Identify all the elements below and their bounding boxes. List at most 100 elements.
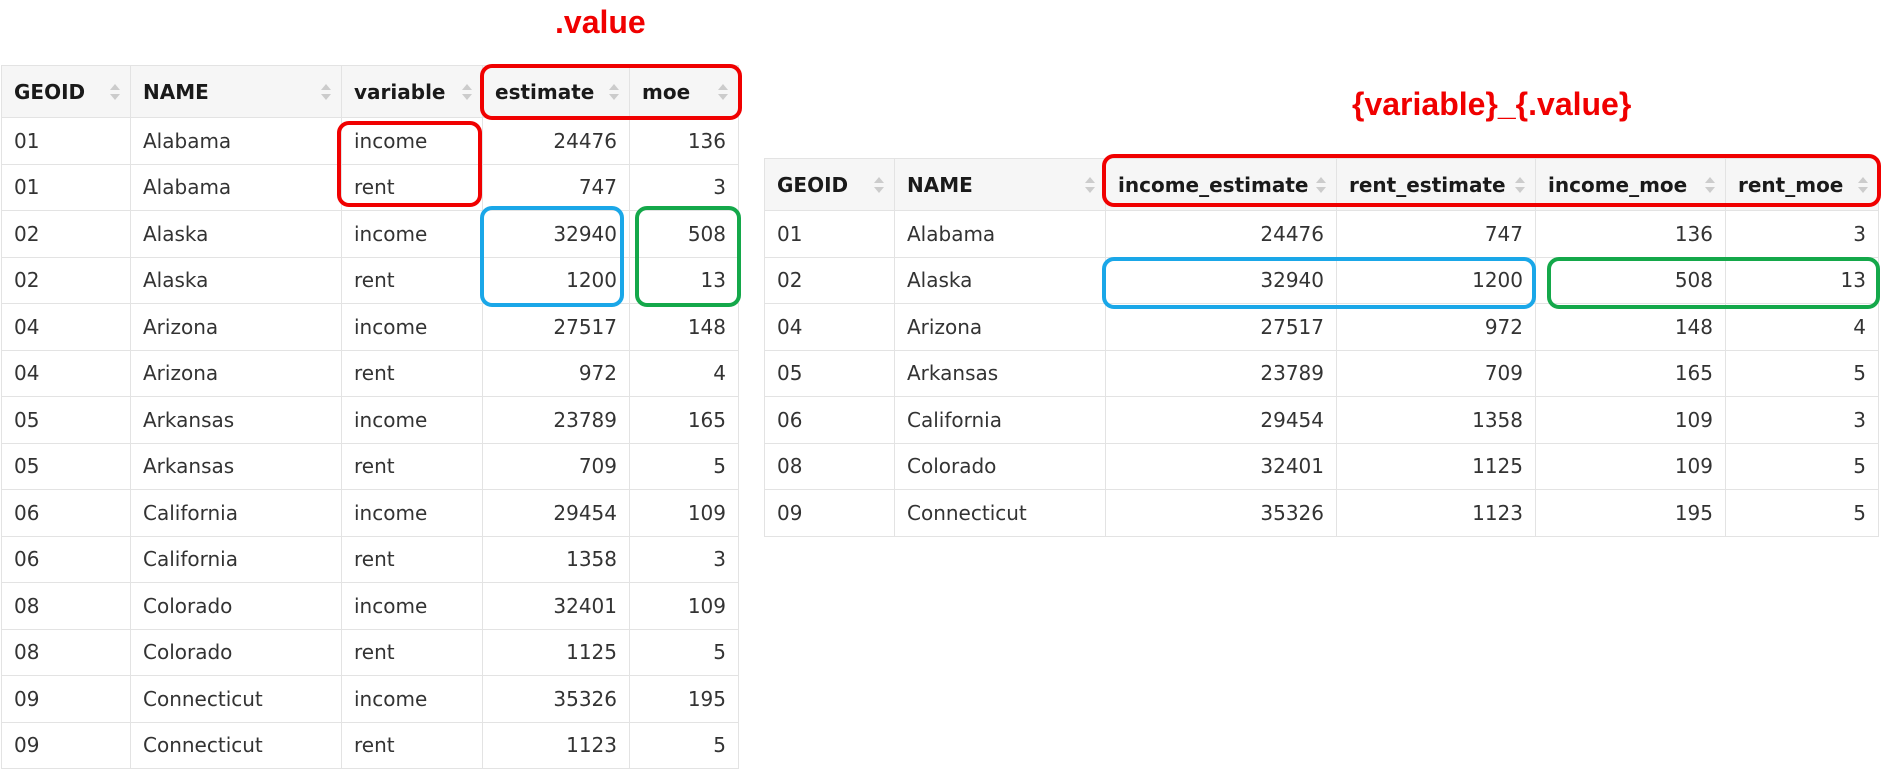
table-cell: California bbox=[130, 489, 342, 537]
table-cell: Connecticut bbox=[894, 489, 1106, 537]
table-row: 09 Connecticut income 35326 195 bbox=[1, 675, 739, 723]
table-row: 02 Alaska 32940 1200 508 13 bbox=[764, 256, 1879, 304]
table-cell: 02 bbox=[764, 256, 895, 304]
table-cell: 32401 bbox=[482, 582, 630, 630]
sort-icon[interactable] bbox=[1316, 176, 1326, 193]
table-cell: 5 bbox=[1725, 349, 1879, 397]
names-pattern-annotation-label: {variable}_{.value} bbox=[1352, 86, 1632, 122]
column-header-label: income_estimate bbox=[1118, 172, 1309, 197]
table-cell: 05 bbox=[1, 442, 131, 490]
sort-icon[interactable] bbox=[110, 83, 120, 100]
column-header-name[interactable]: NAME bbox=[894, 158, 1106, 211]
table-cell: Arizona bbox=[894, 303, 1106, 351]
table-cell: income bbox=[341, 396, 483, 444]
table-cell: Arkansas bbox=[130, 442, 342, 490]
table-cell: 02 bbox=[1, 210, 131, 258]
sort-icon[interactable] bbox=[1858, 176, 1868, 193]
table-cell: rent bbox=[341, 256, 483, 304]
table-cell: 05 bbox=[1, 396, 131, 444]
table-cell: 3 bbox=[1725, 396, 1879, 444]
table-cell: 109 bbox=[629, 582, 739, 630]
table-cell: 27517 bbox=[1105, 303, 1337, 351]
sort-icon[interactable] bbox=[1515, 176, 1525, 193]
column-header-label: GEOID bbox=[14, 79, 86, 104]
table-cell: rent bbox=[341, 628, 483, 676]
table-row: 09 Connecticut rent 1123 5 bbox=[1, 721, 739, 769]
table-cell: 5 bbox=[629, 442, 739, 490]
table-cell: 24476 bbox=[482, 117, 630, 165]
table-cell: 709 bbox=[482, 442, 630, 490]
table-cell: 5 bbox=[629, 721, 739, 769]
table-cell: 29454 bbox=[482, 489, 630, 537]
table-cell: Alaska bbox=[130, 210, 342, 258]
column-header-estimate[interactable]: estimate bbox=[482, 65, 630, 118]
table-cell: income bbox=[341, 489, 483, 537]
table-cell: 747 bbox=[482, 163, 630, 211]
column-header-rent-estimate[interactable]: rent_estimate bbox=[1336, 158, 1536, 211]
sort-icon[interactable] bbox=[321, 83, 331, 100]
table-cell: 35326 bbox=[482, 675, 630, 723]
column-header-rent-moe[interactable]: rent_moe bbox=[1725, 158, 1879, 211]
table-cell: 1125 bbox=[1336, 442, 1536, 490]
table-cell: 02 bbox=[1, 256, 131, 304]
column-header-income-estimate[interactable]: income_estimate bbox=[1105, 158, 1337, 211]
table-row: 09 Connecticut 35326 1123 195 5 bbox=[764, 489, 1879, 537]
sort-icon[interactable] bbox=[462, 83, 472, 100]
table-cell: Alabama bbox=[130, 117, 342, 165]
table-cell: 06 bbox=[764, 396, 895, 444]
table-cell: 972 bbox=[482, 349, 630, 397]
table-cell: 13 bbox=[629, 256, 739, 304]
column-header-income-moe[interactable]: income_moe bbox=[1535, 158, 1726, 211]
table-cell: 01 bbox=[1, 163, 131, 211]
table-row: 01 Alabama income 24476 136 bbox=[1, 117, 739, 165]
table-cell: Connecticut bbox=[130, 675, 342, 723]
table-cell: 1358 bbox=[1336, 396, 1536, 444]
table-cell: 09 bbox=[1, 721, 131, 769]
sort-icon[interactable] bbox=[609, 83, 619, 100]
table-cell: 1125 bbox=[482, 628, 630, 676]
column-header-geoid[interactable]: GEOID bbox=[1, 65, 131, 118]
table-cell: 148 bbox=[1535, 303, 1726, 351]
table-cell: 109 bbox=[1535, 442, 1726, 490]
table-cell: 32401 bbox=[1105, 442, 1337, 490]
column-header-moe[interactable]: moe bbox=[629, 65, 739, 118]
wide-format-table: GEOID NAME income_estimate rent_estimate inc… bbox=[764, 158, 1879, 537]
table-row: 05 Arkansas rent 709 5 bbox=[1, 442, 739, 490]
long-format-table: GEOID NAME variable estimate moe 01 Alabama in… bbox=[1, 65, 739, 769]
sort-icon[interactable] bbox=[1705, 176, 1715, 193]
table-cell: 195 bbox=[1535, 489, 1726, 537]
table-cell: Connecticut bbox=[130, 721, 342, 769]
table-cell: 3 bbox=[629, 535, 739, 583]
table-cell: 5 bbox=[1725, 489, 1879, 537]
table-cell: rent bbox=[341, 442, 483, 490]
table-cell: 195 bbox=[629, 675, 739, 723]
column-header-geoid[interactable]: GEOID bbox=[764, 158, 895, 211]
table-row: 06 California rent 1358 3 bbox=[1, 535, 739, 583]
column-header-label: NAME bbox=[907, 172, 973, 197]
table-cell: 09 bbox=[764, 489, 895, 537]
table-cell: California bbox=[894, 396, 1106, 444]
table-row: 04 Arizona 27517 972 148 4 bbox=[764, 303, 1879, 351]
sort-icon[interactable] bbox=[718, 83, 728, 100]
table-cell: 165 bbox=[1535, 349, 1726, 397]
table-cell: 06 bbox=[1, 489, 131, 537]
table-cell: Alaska bbox=[894, 256, 1106, 304]
table-cell: 01 bbox=[1, 117, 131, 165]
table-cell: 3 bbox=[1725, 210, 1879, 258]
table-cell: Alabama bbox=[130, 163, 342, 211]
sort-icon[interactable] bbox=[874, 176, 884, 193]
table-row: 06 California 29454 1358 109 3 bbox=[764, 396, 1879, 444]
table-cell: 27517 bbox=[482, 303, 630, 351]
table-row: 05 Arkansas income 23789 165 bbox=[1, 396, 739, 444]
table-cell: Colorado bbox=[130, 628, 342, 676]
table-cell: Alaska bbox=[130, 256, 342, 304]
column-header-label: moe bbox=[642, 79, 691, 104]
column-header-variable[interactable]: variable bbox=[341, 65, 483, 118]
column-header-name[interactable]: NAME bbox=[130, 65, 342, 118]
table-cell: Colorado bbox=[894, 442, 1106, 490]
table-cell: 04 bbox=[764, 303, 895, 351]
table-row: 02 Alaska rent 1200 13 bbox=[1, 256, 739, 304]
sort-icon[interactable] bbox=[1085, 176, 1095, 193]
table-cell: income bbox=[341, 582, 483, 630]
table-cell: rent bbox=[341, 349, 483, 397]
